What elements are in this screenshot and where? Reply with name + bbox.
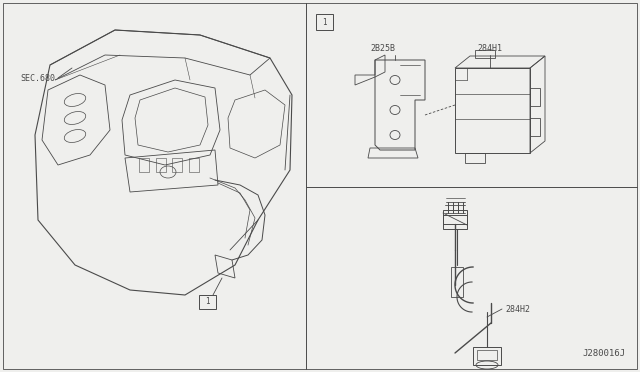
Bar	[316, 14, 333, 30]
Bar	[451, 267, 463, 297]
Text: 1: 1	[322, 17, 327, 26]
Text: SEC.680: SEC.680	[20, 74, 55, 83]
Text: 284H1: 284H1	[477, 44, 502, 52]
Bar	[473, 347, 501, 365]
Text: 2B25B: 2B25B	[371, 44, 396, 52]
Bar	[139, 158, 149, 172]
Bar	[530, 88, 540, 106]
Text: J280016J: J280016J	[582, 349, 625, 358]
Bar	[477, 350, 497, 360]
Bar	[475, 50, 495, 58]
Bar	[455, 68, 530, 153]
Bar	[199, 295, 216, 309]
Text: 284H2: 284H2	[505, 305, 530, 314]
Bar	[172, 158, 182, 172]
Text: 1: 1	[205, 298, 209, 307]
Bar	[156, 158, 166, 172]
Bar	[530, 118, 540, 136]
Bar	[443, 215, 467, 229]
Bar	[443, 210, 467, 224]
Bar	[189, 158, 199, 172]
